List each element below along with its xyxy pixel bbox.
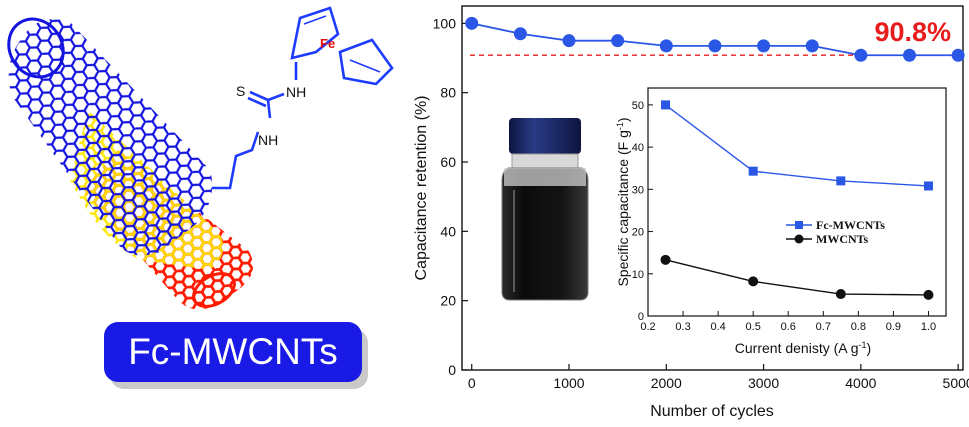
- c-nh-bond: [267, 92, 285, 102]
- inset-x-tick-label: 1.0: [921, 321, 936, 333]
- retention-point: [513, 27, 527, 41]
- inset-y-axis: 0 10 20 30 40 50: [632, 100, 653, 323]
- legend-label-fc-mwcnts: Fc-MWCNTs: [816, 218, 885, 232]
- retention-point: [902, 48, 916, 62]
- inset-point-mwcnts: [748, 276, 759, 287]
- main-y-tick-label: 0: [448, 362, 456, 378]
- retention-point: [805, 39, 819, 53]
- inset-series-group: [660, 100, 934, 300]
- inset-x-tick-label: 0.8: [851, 321, 866, 333]
- inset-line-fc-mwcnts: [665, 104, 929, 187]
- inset-x-tick-label: 0.3: [675, 321, 690, 333]
- c-s-double-bond-2: [247, 96, 267, 108]
- main-y-tick-label: 60: [440, 154, 456, 170]
- main-y-tick-label: 100: [433, 15, 457, 31]
- inset-y-tick-label: 40: [632, 142, 644, 154]
- inset-y-label: Specific capacitance (F g-1): [615, 117, 631, 286]
- retention-annotation: 90.8%: [874, 17, 951, 47]
- inset-plot-frame: [647, 87, 947, 317]
- legend-marker-mwcnts: [794, 234, 804, 244]
- ring-inner-bond: [303, 15, 327, 25]
- inset-x-label-end: ): [867, 340, 872, 356]
- retention-point: [465, 16, 479, 30]
- main-plot-frame: [461, 5, 964, 371]
- inset-x-tick-label: 0.4: [710, 321, 725, 333]
- retention-point: [854, 48, 868, 62]
- retention-point: [611, 34, 625, 48]
- atom-nh-bottom: NH: [258, 132, 278, 148]
- vial-neck: [511, 153, 579, 169]
- c-n-bond: [266, 99, 272, 119]
- main-x-tick-label: 4000: [845, 375, 876, 391]
- main-x-tick-label: 0: [468, 375, 476, 391]
- main-x-tick-label: 1000: [553, 375, 584, 391]
- inset-y-tick-label: 50: [632, 100, 644, 112]
- inset-point-fc-mwcnts: [836, 176, 846, 186]
- inset-x-tick-label: 0.7: [816, 321, 831, 333]
- legend-marker-fc-mwcnts: [795, 221, 803, 229]
- alkyl-chain-bonds: [212, 131, 260, 190]
- inset-line-mwcnts: [665, 259, 929, 296]
- main-x-tick-label: 5000: [943, 375, 969, 391]
- inset-legend: Fc-MWCNTs MWCNTs: [786, 218, 885, 246]
- main-y-tick-label: 40: [440, 223, 456, 239]
- inset-x-label: Current denisty (A g-1): [735, 340, 871, 356]
- atom-s: S: [236, 83, 245, 99]
- legend-label-mwcnts: MWCNTs: [816, 232, 869, 246]
- main-y-label: Capacitance retention (%): [413, 96, 430, 281]
- vial-headspace: [504, 168, 586, 186]
- vial-body: [501, 167, 589, 301]
- inset-y-label-end: ): [615, 117, 631, 122]
- inset-x-tick-label: 0.2: [640, 321, 655, 333]
- compound-label-badge: Fc-MWCNTs: [104, 322, 362, 382]
- inset-point-fc-mwcnts: [748, 166, 758, 176]
- outer-tube-blue: [8, 19, 213, 256]
- retention-point: [708, 39, 722, 53]
- inset-point-mwcnts: [660, 254, 671, 265]
- nanotube-illustration: [7, 17, 254, 310]
- inset-y-tick-label: 20: [632, 227, 644, 239]
- retention-point: [951, 48, 965, 62]
- c-s-double-bond-1: [249, 90, 269, 102]
- linker-molecule: [212, 6, 394, 190]
- main-y-tick-label: 20: [440, 293, 456, 309]
- main-x-axis: 0 1000 2000 3000 4000 5000: [468, 364, 969, 391]
- inset-y-label-sup: -1: [615, 122, 625, 130]
- inset-x-tick-label: 0.9: [886, 321, 901, 333]
- main-x-label: Number of cycles: [650, 403, 774, 420]
- atom-fe: Fe: [320, 36, 335, 51]
- retention-point: [757, 39, 771, 53]
- inset-y-tick-label: 10: [632, 269, 644, 281]
- inset-y-tick-label: 0: [638, 311, 644, 323]
- inset-x-tick-label: 0.5: [746, 321, 761, 333]
- cyclopentadienyl-ring-2: [338, 38, 394, 86]
- retention-point: [562, 34, 576, 48]
- inset-point-mwcnts: [923, 289, 934, 300]
- tube-end: [192, 272, 236, 308]
- inset-point-fc-mwcnts: [661, 100, 671, 110]
- ring-inner-bond: [349, 59, 381, 73]
- vial-cap: [509, 118, 581, 154]
- inset-x-tick-label: 0.6: [781, 321, 796, 333]
- retention-series-points: [465, 16, 965, 62]
- inset-x-label-sup: -1: [859, 340, 867, 350]
- inset-y-tick-label: 30: [632, 184, 644, 196]
- retention-point: [659, 39, 673, 53]
- main-x-tick-label: 3000: [748, 375, 779, 391]
- inset-point-mwcnts: [835, 289, 846, 300]
- main-x-tick-label: 2000: [651, 375, 682, 391]
- inset-point-fc-mwcnts: [923, 181, 933, 191]
- vial-photo: [501, 118, 589, 301]
- tube-mouth: [7, 17, 65, 79]
- main-y-tick-label: 80: [440, 85, 456, 101]
- main-y-axis: 0 20 40 60 80 100: [433, 15, 468, 378]
- atom-nh-top: NH: [286, 84, 306, 100]
- cyclopentadienyl-ring-1: [290, 6, 340, 60]
- inset-x-axis: 0.2 0.3 0.4 0.5 0.6 0.7 0.8 0.9 1.0: [640, 311, 936, 333]
